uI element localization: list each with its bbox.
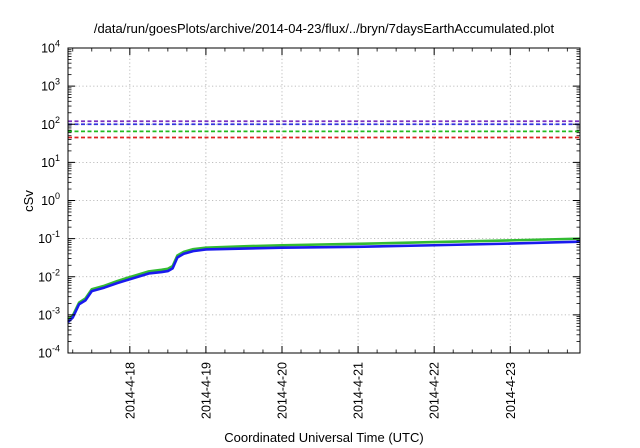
y-tick-label: 104 [41,39,60,56]
threshold-lines [68,120,580,139]
y-axis-label: cSv [21,190,36,212]
chart-title: /data/run/goesPlots/archive/2014-04-23/f… [94,21,555,36]
y-tick-label: 10-1 [38,229,60,246]
x-tick-label: 2014-4-20 [275,362,289,419]
y-tick-label: 103 [41,77,60,94]
x-axis-label: Coordinated Universal Time (UTC) [224,430,423,445]
y-tick-label: 101 [41,153,60,170]
x-tick-label: 2014-4-18 [123,362,137,419]
ticks: 104 103 102 101 100 10-1 10-2 10-3 10-4 2014-4-18… [38,39,580,419]
series-lines [67,237,581,323]
y-tick-label: 102 [41,115,60,132]
grid [68,48,580,353]
y-tick-label: 10-4 [38,344,60,361]
series-line [67,240,581,323]
y-tick-label: 100 [41,191,60,208]
x-tick-label: 2014-4-22 [428,362,442,419]
x-tick-label: 2014-4-21 [352,362,366,419]
series-line [67,237,581,321]
y-tick-label: 10-2 [38,267,60,284]
x-tick-label: 2014-4-19 [199,362,213,419]
x-tick-label: 2014-4-23 [504,362,518,419]
y-tick-label: 10-3 [38,305,60,322]
